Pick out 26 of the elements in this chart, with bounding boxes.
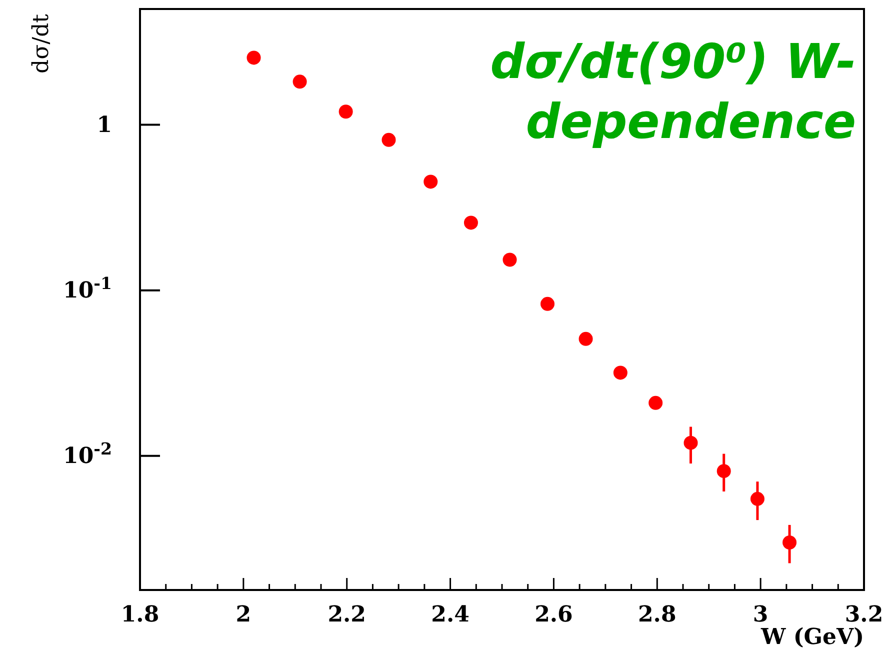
x-tick-label: 2.8 (638, 602, 676, 628)
x-tick-label: 2.2 (328, 602, 366, 628)
x-tick-label: 2.6 (534, 602, 573, 628)
x-tick-label: 1.8 (120, 602, 160, 628)
point (424, 174, 438, 189)
point (464, 216, 478, 230)
x-tick-label: 2.4 (431, 602, 470, 628)
point (246, 50, 261, 65)
point (613, 366, 628, 380)
point (782, 536, 797, 550)
y-tick-label: 10$^{-1}$ (63, 274, 112, 304)
point (648, 396, 663, 410)
y-tick-label: 10$^{-2}$ (63, 440, 112, 469)
point (382, 132, 396, 147)
y-tick-label: 1 (96, 112, 112, 138)
point (750, 492, 764, 506)
point (716, 464, 731, 478)
x-tick-label: 2 (236, 602, 252, 628)
point (502, 252, 517, 267)
point (540, 296, 555, 311)
point (338, 104, 353, 119)
point (684, 436, 698, 450)
text: dσ/dt(90⁰) W-dependence (490, 34, 856, 150)
point (578, 332, 593, 346)
y-axis-title: dσ/dt (29, 14, 54, 74)
point (292, 74, 307, 89)
